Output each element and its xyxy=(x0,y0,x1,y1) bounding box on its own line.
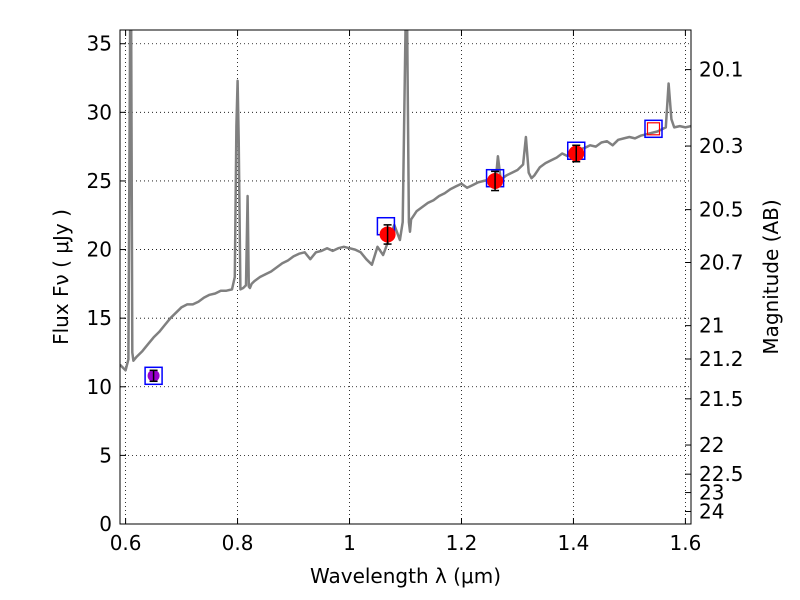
y-axis-ticks: 0 5 10 15 20 25 30 35 xyxy=(87,32,126,536)
x-axis-label: Wavelength λ (μm) xyxy=(310,564,501,588)
magnitude-tick-label: 23 xyxy=(699,481,724,505)
magnitude-tick-label: 20.7 xyxy=(699,251,744,275)
y-axis-label: Flux Fν ( μJy ) xyxy=(49,209,73,345)
x-axis-ticks: 0.6 0.8 1 1.2 1.4 1.6 xyxy=(110,30,701,555)
y-tick-label: 10 xyxy=(87,375,112,399)
x-tick-label: 1.2 xyxy=(446,531,478,555)
magnitude-tick-label: 21.2 xyxy=(699,347,744,371)
magnitude-tick-label: 24 xyxy=(699,499,724,523)
y-tick-label: 30 xyxy=(87,100,112,124)
model-box xyxy=(144,366,163,386)
magnitude-tick-label: 22 xyxy=(699,433,724,457)
x-tick-label: 1.6 xyxy=(669,531,701,555)
magnitude-tick-label: 20.5 xyxy=(699,198,744,222)
magnitude-tick-label: 20.1 xyxy=(699,58,744,82)
spectrum-line xyxy=(120,30,691,372)
x-tick-label: 1.4 xyxy=(558,531,590,555)
magnitude-tick-label: 21 xyxy=(699,314,724,338)
y-tick-label: 35 xyxy=(87,32,112,56)
y-tick-label: 20 xyxy=(87,238,112,262)
y-tick-label: 0 xyxy=(99,512,112,536)
x-tick-label: 0.8 xyxy=(222,531,254,555)
model-box xyxy=(644,119,663,139)
x-tick-label: 1 xyxy=(343,531,356,555)
photometry-series xyxy=(144,119,663,386)
magnitude-tick-label: 21.5 xyxy=(699,387,744,411)
model-box-inner xyxy=(646,122,661,136)
y-tick-label: 25 xyxy=(87,169,112,193)
x-tick-label: 0.6 xyxy=(110,531,142,555)
spectrum-series xyxy=(120,30,691,372)
magnitude-axis-label: Magnitude (AB) xyxy=(759,199,783,354)
magnitude-tick-label: 20.3 xyxy=(699,134,744,158)
plot-frame xyxy=(119,29,692,525)
y-tick-label: 5 xyxy=(99,443,112,467)
y-tick-label: 15 xyxy=(87,306,112,330)
magnitude-tick-label: 22.5 xyxy=(699,462,744,486)
